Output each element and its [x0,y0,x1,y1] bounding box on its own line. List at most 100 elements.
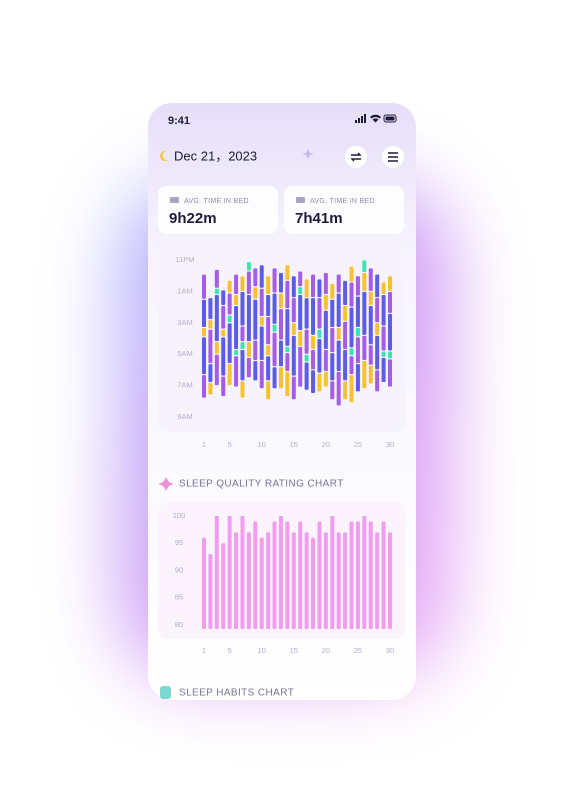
sleep-stage-segment [227,280,232,293]
quality-bar [362,516,367,629]
quality-bar [343,532,348,629]
sleep-stage-segment [285,346,290,353]
x-tick-label: 15 [290,440,298,449]
sleep-stage-segment [298,271,303,287]
sleep-stage-segment [355,364,360,392]
quality-bar [259,537,264,629]
quality-bar [240,516,245,629]
sleep-stage-segment [246,295,251,342]
sleep-stage-segment [381,282,386,295]
sleep-stage-segment [375,323,380,335]
section-title: SLEEP HABITS CHART [179,688,294,699]
sleep-stage-segment [272,324,277,332]
sleep-stage-segment [266,381,271,400]
sleep-stage-segment [272,268,277,293]
quality-bar [221,543,226,629]
stat-label: AVG. TIME IN BED [310,198,375,205]
y-tick-label: 85 [175,593,183,602]
quality-bar [266,532,271,629]
quality-bar [349,521,354,629]
quality-bar [368,521,373,629]
quality-bar [330,516,335,629]
sleep-stage-segment [285,309,290,346]
habits-icon [160,686,171,699]
sleep-stage-segment [349,348,354,356]
quality-bar [323,532,328,629]
sleep-stage-segment [311,335,316,349]
x-tick-label: 20 [322,646,330,655]
sleep-stage-segment [362,273,367,291]
sleep-stage-segment [246,271,251,295]
stat-card [158,186,278,234]
sleep-stage-segment [311,298,316,335]
sleep-stage-segment [208,364,213,382]
sleep-stage-segment [202,274,206,299]
sleep-stage-segment [266,345,271,356]
y-tick-label: 5AM [177,349,192,358]
sleep-stage-segment [355,328,360,337]
y-tick-label: 100 [173,511,186,520]
sleep-stage-segment [291,335,296,376]
quality-bar [317,521,322,629]
y-tick-label: 9AM [177,412,192,421]
sleep-stage-segment [285,265,290,280]
switch-button[interactable] [345,146,367,168]
sleep-stage-segment [227,293,232,315]
sleep-stage-segment [323,273,328,295]
sleep-stage-segment [336,328,341,340]
sleep-stage-segment [298,287,303,295]
sleep-stage-segment [298,346,303,387]
sleep-stage-segment [375,370,380,392]
sleep-stage-segment [381,351,386,357]
sleep-stage-segment [330,328,335,353]
sleep-stage-segment [388,359,392,387]
bed-icon [170,197,179,203]
sleep-stage-segment [240,381,245,398]
date[interactable]: Dec 21，2023 [174,148,257,163]
star-decoration [302,149,314,159]
sleep-stage-segment [362,291,367,335]
sleep-stage-segment [291,376,296,400]
sleep-stage-segment [266,356,271,381]
sleep-stage-segment [336,371,341,406]
sleep-stage-segment [304,354,309,362]
sleep-stage-segment [375,298,380,323]
menu-icon [388,152,398,162]
sleep-stage-segment [278,309,283,340]
switch-icon [350,152,362,162]
sleep-stage-segment [227,364,232,386]
sleep-stage-segment [272,367,277,389]
sleep-stage-segment [208,329,213,364]
sleep-stage-segment [221,290,226,306]
sleep-stage-segment [208,382,213,395]
sleep-stage-segment [343,280,348,306]
sleep-stage-segment [208,298,213,320]
sleep-stage-segment [323,310,328,349]
sleep-stage-segment [298,295,303,331]
sleep-stage-segment [202,337,206,375]
sleep-stage-segment [330,299,335,328]
quality-bar [375,532,380,629]
sleep-stage-segment [381,357,386,382]
sleep-stage-segment [362,335,367,360]
quality-bar [234,532,239,629]
sleep-stage-segment [221,329,226,337]
sleep-stage-segment [259,288,264,317]
sleep-stage-segment [234,356,239,387]
sleep-stage-segment [317,279,322,298]
sleep-stage-segment [259,360,264,389]
x-tick-label: 30 [386,440,394,449]
sleep-stage-segment [246,342,251,357]
quality-bar [202,537,206,629]
sleep-stage-segment [291,298,296,323]
sleep-stage-segment [304,362,309,390]
sleep-stage-segment [202,299,206,328]
sleep-stage-segment [234,274,239,295]
quality-bar [355,521,360,629]
sleep-stage-segment [349,307,354,348]
y-tick-label: 3AM [177,318,192,327]
y-tick-label: 90 [175,565,183,574]
stat-card [284,186,404,234]
sleep-stage-segment [311,274,316,298]
